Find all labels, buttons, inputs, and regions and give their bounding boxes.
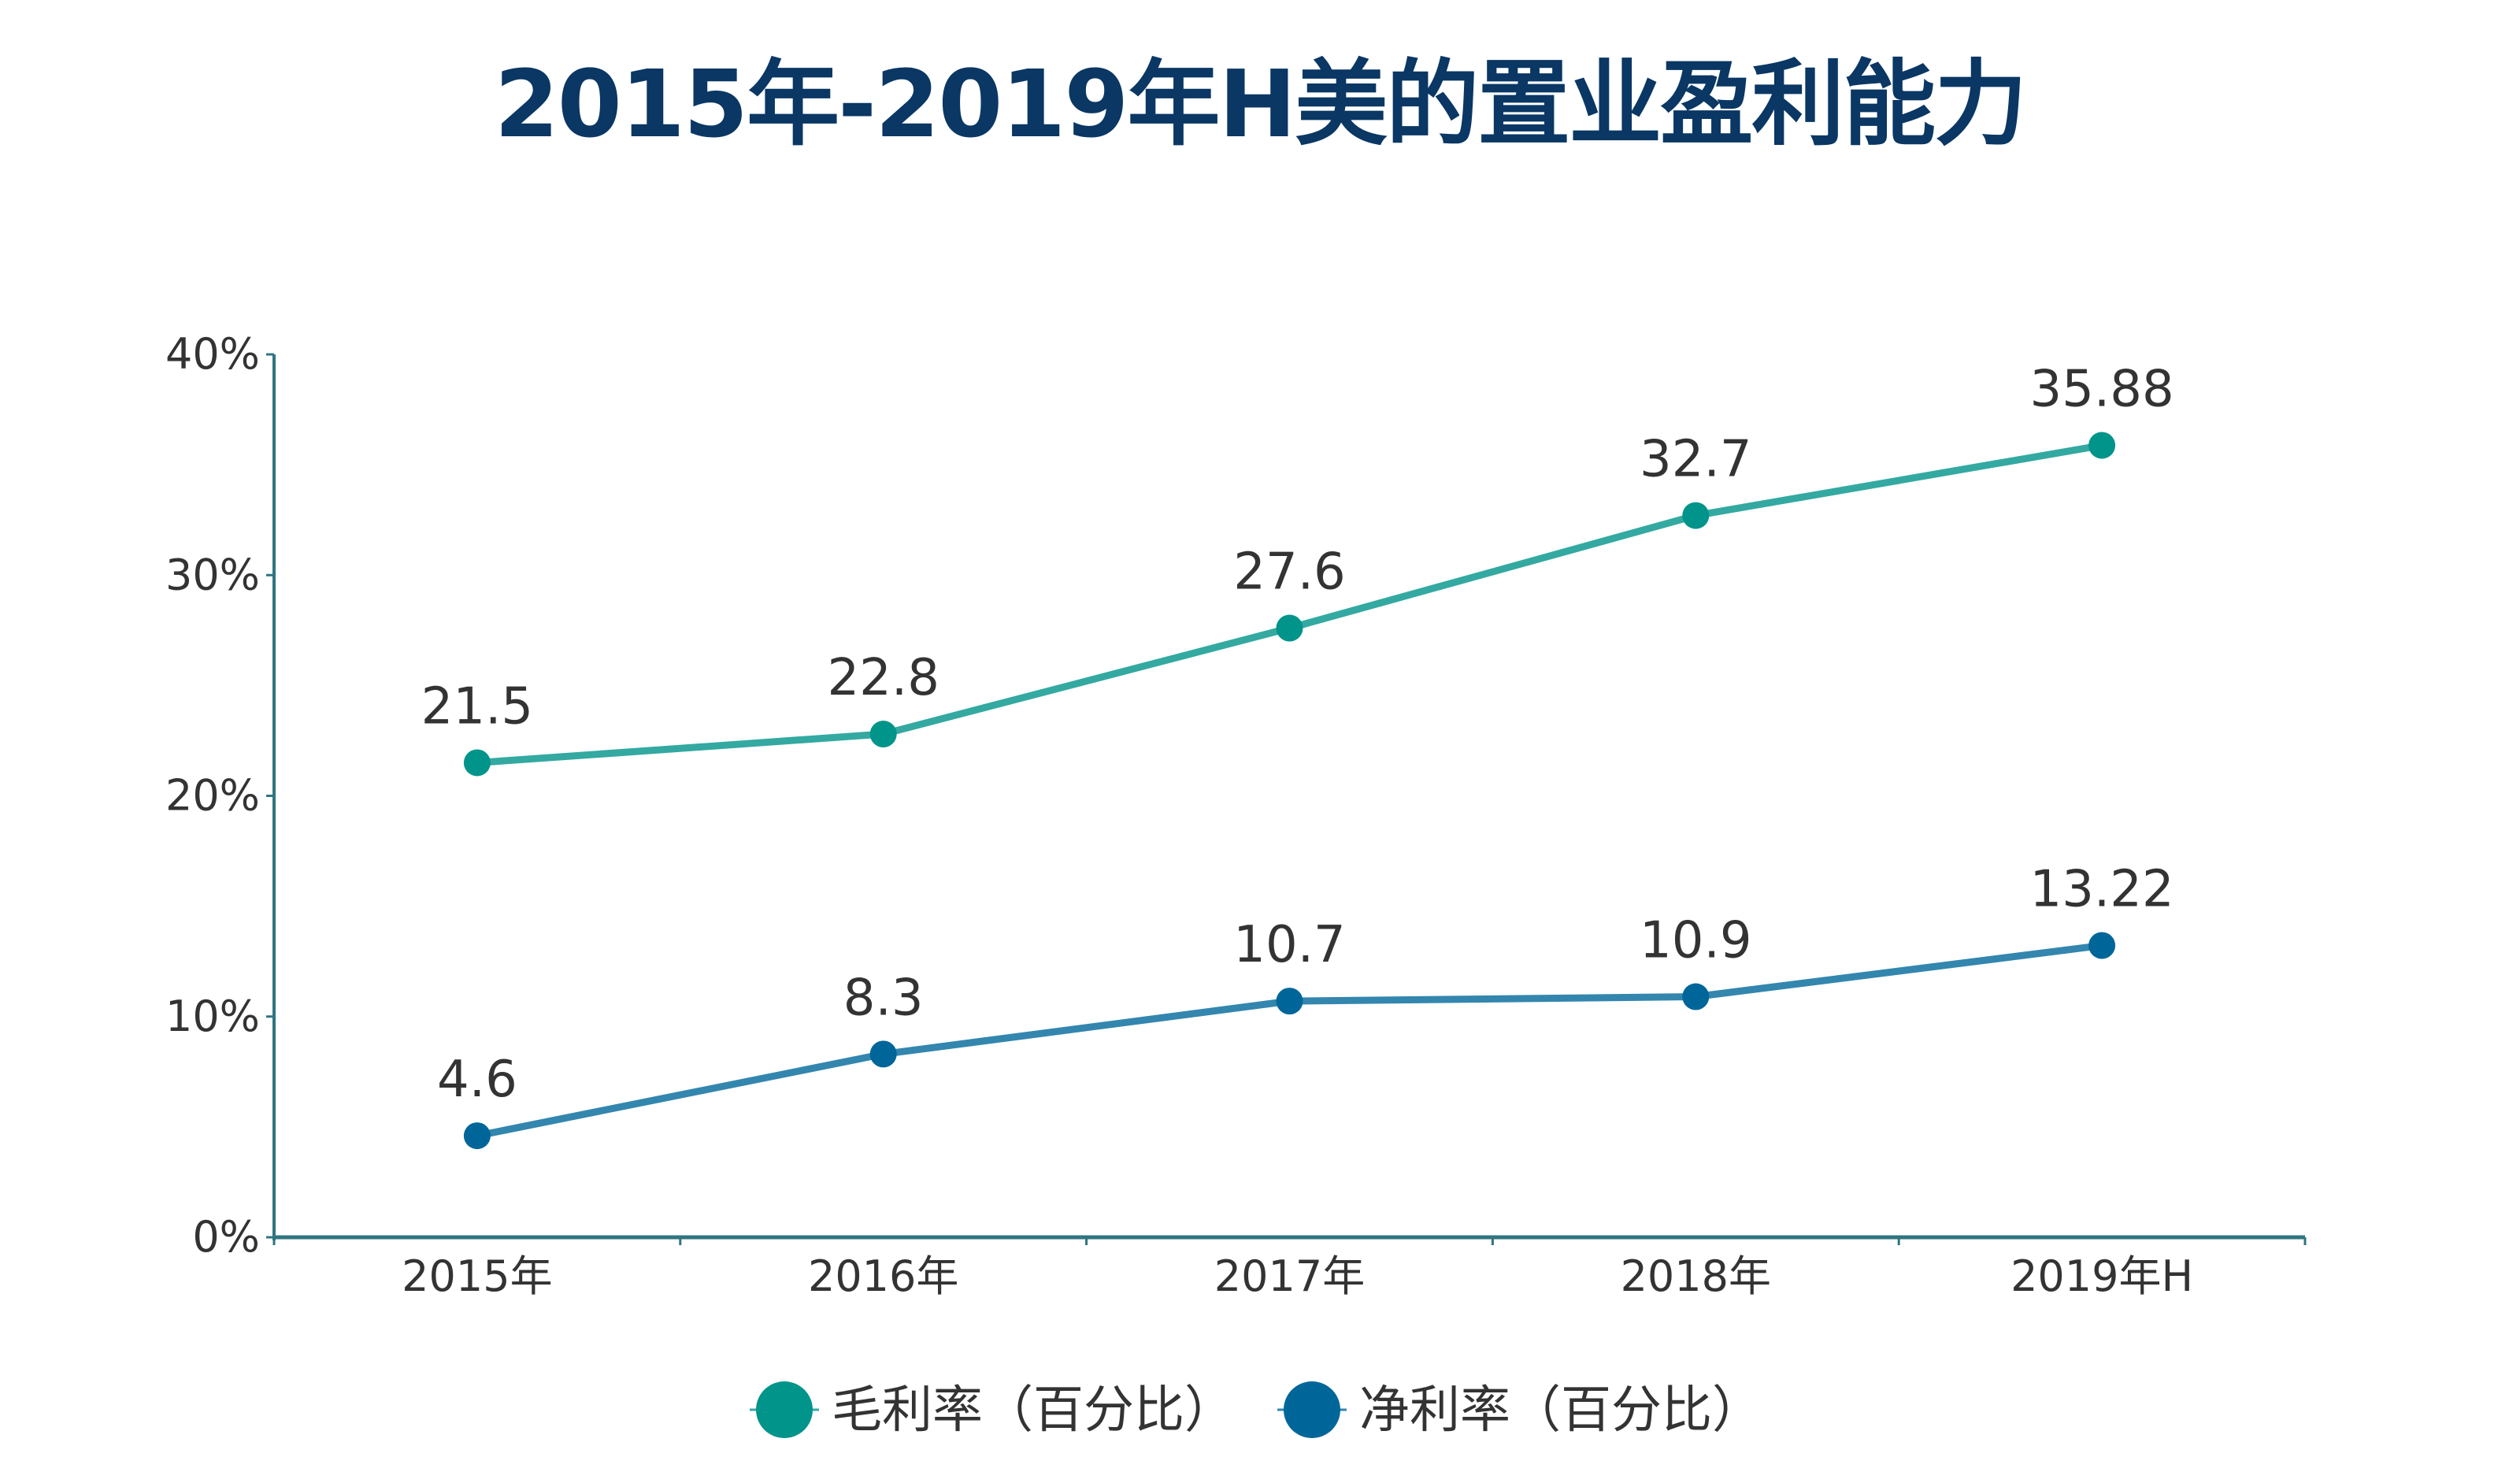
- x-tick-label: 2017年: [1214, 1251, 1365, 1301]
- y-tick-label: 40%: [165, 329, 260, 379]
- data-label: 22.8: [827, 649, 939, 707]
- series-group: 21.5 22.8 27.6 32.7 35.88 4.6 8.3 10.7 10.9 13.22: [421, 360, 2174, 1150]
- y-tick-label: 30%: [165, 550, 260, 599]
- data-label: 10.7: [1233, 916, 1346, 974]
- data-label: 8.3: [843, 969, 924, 1027]
- data-point: [869, 1040, 897, 1068]
- data-point: [2088, 932, 2116, 959]
- data-point: [1682, 502, 1710, 529]
- x-tick-label: 2018年: [1621, 1251, 1771, 1301]
- legend-marker-icon: [1284, 1381, 1340, 1438]
- data-label: 10.9: [1640, 912, 1752, 970]
- chart-title: 2015年-2019年H美的置业盈利能力: [494, 50, 2028, 158]
- y-tick-label: 20%: [165, 771, 260, 821]
- data-label: 4.6: [437, 1051, 517, 1109]
- data-label: 13.22: [2029, 861, 2174, 919]
- legend-item[interactable]: 毛利率（百分比）: [750, 1381, 1235, 1440]
- legend-marker-icon: [756, 1381, 813, 1438]
- data-point: [463, 1122, 491, 1150]
- data-label: 21.5: [421, 677, 534, 736]
- legend: 毛利率（百分比） 净利率（百分比）: [750, 1381, 1762, 1440]
- data-label: 27.6: [1233, 543, 1346, 602]
- data-point: [1276, 614, 1303, 642]
- x-tick-label: 2016年: [808, 1251, 958, 1301]
- data-label: 32.7: [1640, 431, 1752, 489]
- data-point: [1276, 988, 1303, 1015]
- data-point: [869, 721, 897, 748]
- x-tick-label: 2015年: [402, 1251, 552, 1301]
- data-point: [2088, 432, 2116, 459]
- series-net-margin: 4.6 8.3 10.7 10.9 13.22: [437, 861, 2174, 1150]
- x-tick-label: 2019年H: [2010, 1251, 2193, 1301]
- data-point: [463, 749, 491, 777]
- data-point: [1682, 983, 1710, 1010]
- legend-label: 净利率（百分比）: [1359, 1381, 1762, 1440]
- y-tick-label: 0%: [192, 1212, 260, 1262]
- axes: 0% 10% 20% 30% 40% 2015年 2016年 2017年 2018年 2019年H: [165, 329, 2307, 1301]
- legend-item[interactable]: 净利率（百分比）: [1277, 1381, 1762, 1440]
- y-tick-label: 10%: [165, 992, 260, 1041]
- data-label: 35.88: [2029, 360, 2174, 418]
- legend-label: 毛利率（百分比）: [832, 1381, 1235, 1440]
- series-gross-margin: 21.5 22.8 27.6 32.7 35.88: [421, 360, 2174, 777]
- series-line: [476, 442, 2103, 766]
